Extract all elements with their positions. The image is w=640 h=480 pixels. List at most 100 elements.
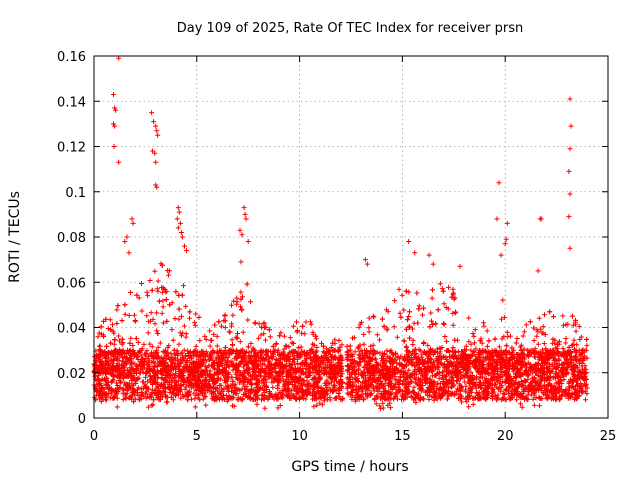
data-point xyxy=(468,369,474,375)
data-point xyxy=(274,358,280,363)
data-point xyxy=(356,324,362,330)
data-point xyxy=(207,343,213,349)
data-point xyxy=(441,321,446,326)
data-point xyxy=(183,331,189,337)
data-point xyxy=(176,306,182,312)
data-point xyxy=(348,351,354,357)
data-point xyxy=(135,385,141,391)
data-point xyxy=(319,340,324,346)
data-point xyxy=(179,333,184,339)
data-point xyxy=(537,349,543,355)
data-point xyxy=(505,334,511,340)
data-point xyxy=(302,331,308,337)
data-point xyxy=(245,344,251,350)
data-point xyxy=(183,353,188,358)
data-point xyxy=(439,286,445,292)
data-point xyxy=(563,340,569,346)
data-point xyxy=(259,392,265,398)
data-point xyxy=(336,393,342,399)
data-point xyxy=(270,384,276,390)
data-point xyxy=(536,394,542,400)
data-point xyxy=(155,288,161,294)
data-point xyxy=(366,369,372,375)
data-point xyxy=(303,396,309,402)
data-point xyxy=(111,341,117,347)
data-point xyxy=(148,310,154,316)
data-point xyxy=(144,313,150,319)
data-point xyxy=(229,337,235,343)
data-point xyxy=(261,331,267,337)
data-point xyxy=(361,332,367,337)
data-point xyxy=(310,329,316,335)
data-point xyxy=(197,338,203,344)
data-point xyxy=(95,334,101,340)
data-point xyxy=(237,339,243,345)
data-point xyxy=(149,287,155,293)
data-point xyxy=(472,327,478,333)
data-point xyxy=(451,290,457,296)
data-point xyxy=(498,348,504,354)
data-point xyxy=(157,340,163,346)
data-point xyxy=(234,295,240,301)
data-point xyxy=(229,321,235,327)
data-point xyxy=(231,387,237,393)
data-point xyxy=(116,333,122,339)
data-point xyxy=(420,312,425,318)
data-point xyxy=(495,386,501,392)
data-point xyxy=(349,396,355,402)
data-point xyxy=(429,373,435,379)
data-point xyxy=(245,317,251,323)
data-point xyxy=(128,290,134,295)
data-point xyxy=(107,317,113,323)
data-point xyxy=(425,342,431,348)
data-point xyxy=(563,336,569,341)
data-point xyxy=(214,343,220,349)
data-point xyxy=(295,345,301,351)
data-point xyxy=(504,329,510,335)
data-point xyxy=(313,336,319,342)
data-point xyxy=(427,324,433,330)
data-point xyxy=(211,332,217,337)
data-point xyxy=(278,330,284,336)
data-point xyxy=(212,322,218,328)
data-point xyxy=(149,344,155,350)
data-point xyxy=(131,389,137,395)
data-point xyxy=(287,335,293,341)
data-point xyxy=(521,346,527,352)
data-point xyxy=(132,318,138,324)
data-point xyxy=(450,286,456,292)
data-point xyxy=(535,341,541,347)
data-point xyxy=(233,334,239,340)
data-point xyxy=(267,334,273,340)
data-point xyxy=(230,312,236,318)
data-point xyxy=(347,343,353,349)
data-point xyxy=(187,315,192,321)
data-point xyxy=(160,304,166,310)
data-point xyxy=(143,374,148,380)
data-point xyxy=(127,365,133,371)
data-point xyxy=(416,303,422,309)
data-point xyxy=(531,354,537,360)
data-point xyxy=(574,342,580,348)
data-point xyxy=(155,331,161,336)
data-point xyxy=(179,313,184,319)
data-point xyxy=(426,397,432,402)
data-point xyxy=(514,336,520,341)
data-point xyxy=(291,323,296,329)
data-point xyxy=(399,292,405,298)
data-point xyxy=(159,289,165,295)
data-point xyxy=(237,380,243,386)
data-point xyxy=(443,305,449,310)
data-point xyxy=(308,319,313,325)
data-point xyxy=(566,385,572,391)
data-point xyxy=(442,334,448,339)
data-point xyxy=(484,343,490,349)
data-point xyxy=(572,369,578,374)
data-point xyxy=(553,380,559,386)
data-point xyxy=(329,379,334,385)
data-points xyxy=(91,55,590,412)
data-point xyxy=(273,341,279,346)
data-point xyxy=(339,342,345,348)
data-point xyxy=(450,310,456,316)
data-point xyxy=(450,322,456,328)
